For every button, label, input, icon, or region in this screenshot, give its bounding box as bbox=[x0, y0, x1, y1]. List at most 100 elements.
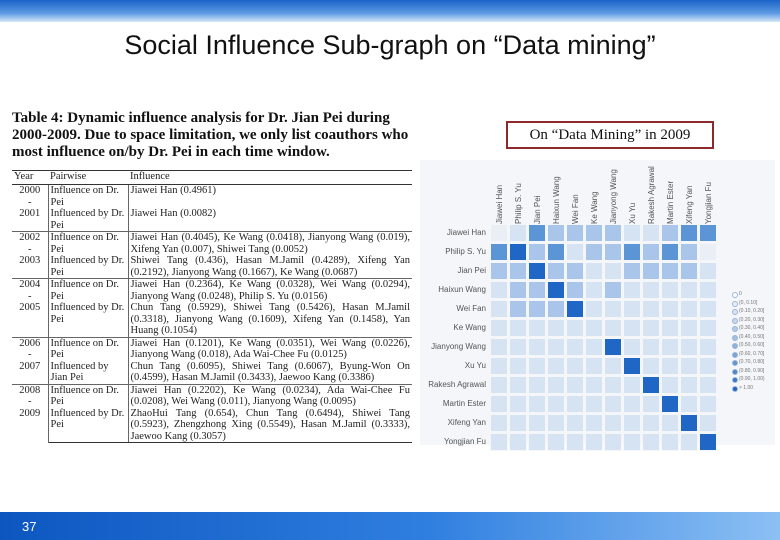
heatmap-cell bbox=[547, 357, 565, 375]
year-text: 2005 bbox=[19, 302, 41, 313]
year-cell: 2008-2009 bbox=[12, 383, 49, 443]
heatmap-cell bbox=[566, 338, 584, 356]
heatmap-cell bbox=[566, 376, 584, 394]
pairwise-cell: Influenced by Dr. Pei bbox=[48, 302, 129, 337]
heatmap-cell bbox=[680, 224, 698, 242]
table-row: 2006-2007 Influence on Dr. Pei Jiawei Han … bbox=[12, 336, 412, 384]
heatmap-cell bbox=[661, 376, 679, 394]
legend-dot-icon bbox=[732, 360, 738, 366]
heatmap-cell bbox=[604, 414, 622, 432]
heatmap-col-label-text: Jian Pei bbox=[533, 195, 542, 224]
heatmap-cell bbox=[547, 319, 565, 337]
heatmap-cell bbox=[509, 338, 527, 356]
heatmap-cell bbox=[490, 357, 508, 375]
heatmap-cell bbox=[604, 262, 622, 280]
heatmap-cell bbox=[604, 395, 622, 413]
legend-dot-icon bbox=[732, 368, 738, 375]
influence-cell: Jiawei Han (0.2364), Ke Wang (0.0328), W… bbox=[128, 278, 412, 302]
heatmap-cell bbox=[699, 224, 717, 242]
legend-label: (0.10, 0.20] bbox=[739, 308, 765, 314]
heatmap-cell bbox=[661, 224, 679, 242]
year-text: 2000 bbox=[19, 185, 41, 196]
year-cell: 2000-2001 bbox=[12, 184, 49, 232]
heatmap-cell bbox=[623, 338, 641, 356]
heatmap-row-label: Ke Wang bbox=[453, 323, 486, 332]
influence-table-body: 2000-2001 Influence on Dr. Pei Jiawei Han … bbox=[12, 184, 412, 443]
heatmap-cell bbox=[566, 433, 584, 451]
heatmap-cell bbox=[642, 281, 660, 299]
heatmap-cell bbox=[623, 433, 641, 451]
legend-label: > 1.00 bbox=[739, 384, 754, 391]
heatmap-cell bbox=[585, 357, 603, 375]
year-cell: 2002-2003 bbox=[12, 231, 49, 279]
heatmap-legend: 0 (0, 0.10] (0.10, 0.20] (0.20, 0.30] (0.30,… bbox=[732, 290, 765, 392]
heatmap-col-label: Philip S. Yu bbox=[509, 160, 527, 224]
year-text: 2007 bbox=[19, 360, 41, 372]
heatmap-col-label-text: Jiawei Han bbox=[495, 184, 504, 224]
heatmap-col-label-text: Haixun Wang bbox=[552, 176, 561, 224]
influence-cell: Jiawei Han (0.4961) bbox=[128, 184, 412, 208]
heatmap-cell bbox=[661, 281, 679, 299]
heatmap-cell bbox=[490, 395, 508, 413]
legend-dot-icon bbox=[732, 351, 738, 358]
year-text: 2004 bbox=[19, 279, 41, 290]
legend-entry: (0.50, 0.60] bbox=[732, 341, 765, 350]
year-text: 2001 bbox=[19, 208, 41, 219]
heatmap-cell bbox=[509, 243, 527, 261]
pairwise-cell: Influenced by Dr. Pei bbox=[48, 407, 129, 443]
pairwise-cell: Influenced by Dr. Pei bbox=[48, 255, 129, 279]
influence-cell: Chun Tang (0.6095), Shiwei Tang (0.6067)… bbox=[130, 360, 411, 384]
heatmap-cell bbox=[680, 338, 698, 356]
table-row: Influenced by Dr. Pei Chun Tang (0.5929),… bbox=[12, 302, 412, 337]
table-row: Influenced by Dr. Pei ZhaoHui Tang (0.654… bbox=[12, 407, 412, 443]
heatmap-cell bbox=[528, 281, 546, 299]
heatmap-cell bbox=[585, 281, 603, 299]
heatmap-cell bbox=[528, 433, 546, 451]
legend-entry: (0.40, 0.50] bbox=[732, 333, 765, 342]
heatmap-cell bbox=[490, 281, 508, 299]
heatmap-cell bbox=[585, 338, 603, 356]
heatmap-cell bbox=[680, 300, 698, 318]
influence-cell: Shiwei Tang (0.436), Hasan M.Jamil (0.42… bbox=[130, 255, 411, 278]
heatmap-cell bbox=[490, 262, 508, 280]
heatmap-cell bbox=[566, 357, 584, 375]
heatmap-cell bbox=[585, 224, 603, 242]
year-text: 2002 bbox=[19, 232, 41, 243]
year-text: 2006 bbox=[19, 337, 41, 349]
heatmap-cell bbox=[490, 300, 508, 318]
heatmap-cell bbox=[490, 319, 508, 337]
heatmap-cell bbox=[547, 262, 565, 280]
heatmap-cell bbox=[680, 395, 698, 413]
heatmap-cell bbox=[699, 281, 717, 299]
legend-entry: 0 bbox=[732, 290, 765, 299]
heatmap-col-label: Jiawei Han bbox=[490, 160, 508, 224]
heatmap-col-label-text: Xifeng Yan bbox=[685, 185, 694, 224]
heatmap-cell bbox=[490, 414, 508, 432]
heatmap-cell bbox=[585, 262, 603, 280]
heatmap-col-label: Haixun Wang bbox=[547, 160, 565, 224]
heatmap-cell bbox=[509, 414, 527, 432]
heatmap-col-label-text: Yongjian Fu bbox=[704, 182, 713, 224]
legend-entry: (0.60, 0.70] bbox=[732, 350, 765, 359]
table-caption-text: Table 4: Dynamic influence analysis for … bbox=[12, 110, 409, 160]
legend-label: (0.30, 0.40] bbox=[739, 325, 765, 331]
heatmap-cell bbox=[509, 300, 527, 318]
legend-dot-icon bbox=[732, 343, 738, 349]
heatmap-cell bbox=[528, 300, 546, 318]
legend-label: 0 bbox=[739, 291, 742, 297]
heatmap-col-label: Jianyong Wang bbox=[604, 160, 622, 224]
heatmap-cell bbox=[547, 395, 565, 413]
heatmap-cell bbox=[509, 262, 527, 280]
heatmap-col-label: Martin Ester bbox=[661, 160, 679, 224]
bottom-banner bbox=[0, 512, 780, 540]
heatmap-cell bbox=[547, 300, 565, 318]
heatmap-row-label: Rakesh Agrawal bbox=[428, 380, 486, 389]
heatmap-row-label: Martin Ester bbox=[442, 399, 486, 408]
heatmap-cell bbox=[699, 357, 717, 375]
heatmap-col-label: Wei Fan bbox=[566, 160, 584, 224]
pairwise-cell: Influenced by Jian Pei bbox=[48, 360, 129, 384]
heatmap-cell bbox=[547, 433, 565, 451]
influence-cell: Chun Tang (0.5929), Shiwei Tang (0.5426)… bbox=[130, 302, 411, 336]
heatmap-col-label-text: Xu Yu bbox=[628, 202, 637, 224]
heatmap-cell bbox=[509, 224, 527, 242]
